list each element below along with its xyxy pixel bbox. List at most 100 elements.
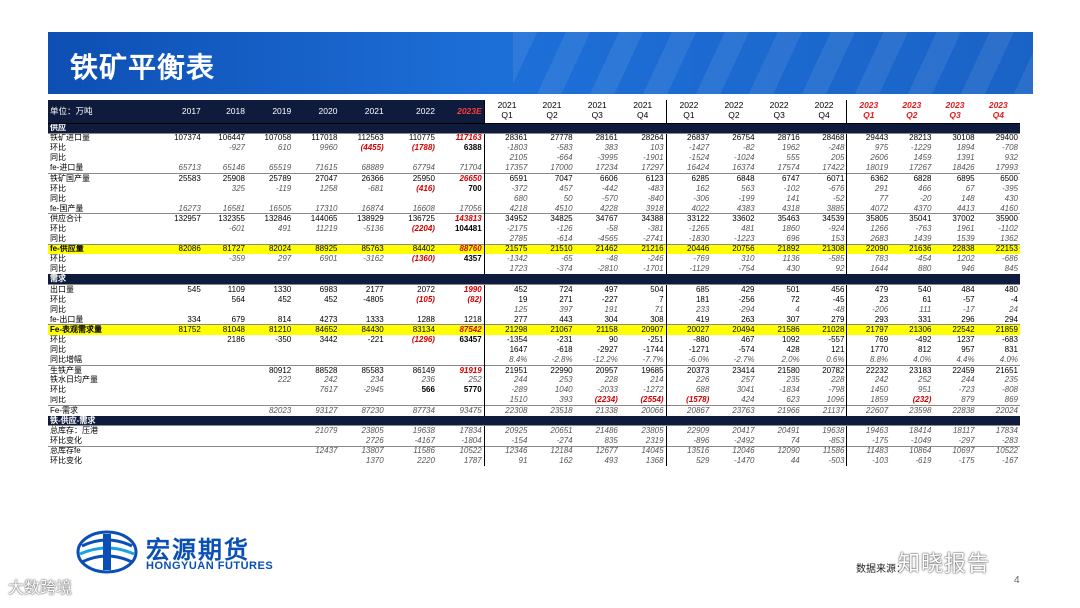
table-cell: -126 [556,223,573,233]
table-row: fe-供应量 82086 81727 82024 88925 85763 84402 8876… [48,243,1020,255]
table-cell: -167 [1001,456,1018,466]
table-cell: 21892 [756,243,802,255]
table-cell: 244 [483,375,530,386]
row-label: fe-进口量 [50,163,84,173]
table-cell: 148 [961,193,975,203]
table-cell: 21651 [976,364,1020,376]
table-cell: 21216 [619,243,667,255]
row-label: 同比 [50,153,66,163]
table-cell: 497 [574,283,620,295]
table-cell: 308 [650,314,664,324]
column-header-year: 2023 [859,100,879,111]
column-header-year: 2023E [457,106,482,116]
table-cell: 540 [890,283,934,295]
table-cell: 23414 [711,364,757,376]
table-cell: 277 [483,314,530,325]
table-cell: -82 [742,143,755,153]
table-cell: 1330 [247,283,294,295]
table-cell: -306 [665,193,712,204]
table-cell: -2810 [597,264,618,274]
table-cell: 17056 [459,203,482,213]
table-cell [247,425,294,436]
column-header: 2018 [202,100,247,124]
column-header-year: 2022 [814,100,834,111]
table-cell: 11219 [315,223,338,233]
table-cell: -880 [665,334,712,346]
table-cell: -154 [483,435,530,446]
table-cell: 25908 [202,172,247,184]
table-cell [203,153,247,163]
table-cell [247,234,293,244]
table-cell: 257 [741,375,755,385]
table-cell: 2177 [339,283,386,295]
table-row: 环比 7617 -2945 566 5770 -289 1040 -2033 -1272 688 3… [48,385,1020,396]
table-cell: -175 [846,435,891,446]
table-cell [293,194,339,204]
table-cell: 4370 [913,203,932,213]
table-cell: -1024 [734,153,755,163]
table-cell: -503 [828,456,845,466]
table-cell: 24 [1009,304,1018,314]
table-cell: 22232 [846,364,891,376]
table-cell: 21859 [976,324,1020,335]
table-row: 环比 564 452 452 -4805 (105) (82) 19 271 -227 7 181 -2… [48,294,1020,305]
table-cell: 1961 [956,223,975,233]
column-header-quarter: Q1 [501,110,513,121]
table-cell: 6828 [890,172,934,184]
table-cell: 87230 [339,405,386,416]
table-cell: 429 [711,283,757,295]
table-cell: 235 [1004,375,1018,385]
table-cell: 293 [846,314,891,325]
table-cell [339,396,385,406]
table-cell: 7 [659,294,664,304]
table-cell: 22607 [846,405,891,416]
table-cell: 22153 [976,243,1020,255]
table-cell: 957 [961,345,975,355]
table-row: 环比 -927 610 9960 (4455) (1788) 6388 -1803 -583 38… [48,143,1020,154]
table-cell [158,364,203,376]
table-cell: 4 [795,304,800,314]
table-row: 同比 1647 -618 -2927 -1744 -1271 -574 428 121 1770 8… [48,345,1020,356]
column-header-year: 2020 [318,106,338,116]
table-cell: 10522 [976,445,1020,457]
table-cell: 21636 [890,243,934,255]
row-label: 铁矿国产量 [48,172,159,184]
table-cell: 2726 [365,435,384,445]
table-cell [159,335,203,345]
table-row: Fe-表观需求量 81752 81048 81210 84652 84430 83134 87… [48,324,1020,335]
table-cell: 491 [277,223,292,233]
table-cell: 1136 [782,254,800,264]
table-cell [293,153,339,163]
table-cell: 696 [786,234,800,243]
table-cell: 20446 [665,243,712,255]
table-cell: 17834 [436,425,485,436]
column-header-year: 2023 [902,100,922,111]
table-cell: 82023 [247,405,294,416]
table-cell: -2927 [597,345,618,355]
table-cell [159,194,203,204]
table-cell: 132355 [202,213,247,224]
table-cell: -48 [832,304,845,314]
table-cell: 25583 [158,172,203,184]
table-cell: 2.0% [781,355,800,364]
table-cell: -483 [647,183,664,193]
table-cell: 132957 [158,213,203,224]
table-cell: 110775 [385,132,437,144]
row-label: 同比 [50,193,66,203]
row-label: 环比 [50,143,66,153]
table-cell: 724 [529,283,575,295]
table-cell: 138929 [339,213,386,224]
table-cell: 34388 [619,213,667,224]
table-cell: 80912 [247,364,294,376]
table-cell: 23805 [619,425,667,436]
table-cell [339,153,385,163]
column-header-year: 2022 [679,100,699,111]
row-label: 环比 [50,385,66,395]
row-label: 环比 [50,183,66,193]
table-cell: 16424 [665,163,712,174]
table-cell: 16505 [268,203,292,213]
table-cell: 1647 [483,345,530,356]
table-cell: -1427 [665,143,712,154]
watermark-left: 大数跨境 [8,578,73,597]
row-label: 供应合计 [48,213,159,224]
